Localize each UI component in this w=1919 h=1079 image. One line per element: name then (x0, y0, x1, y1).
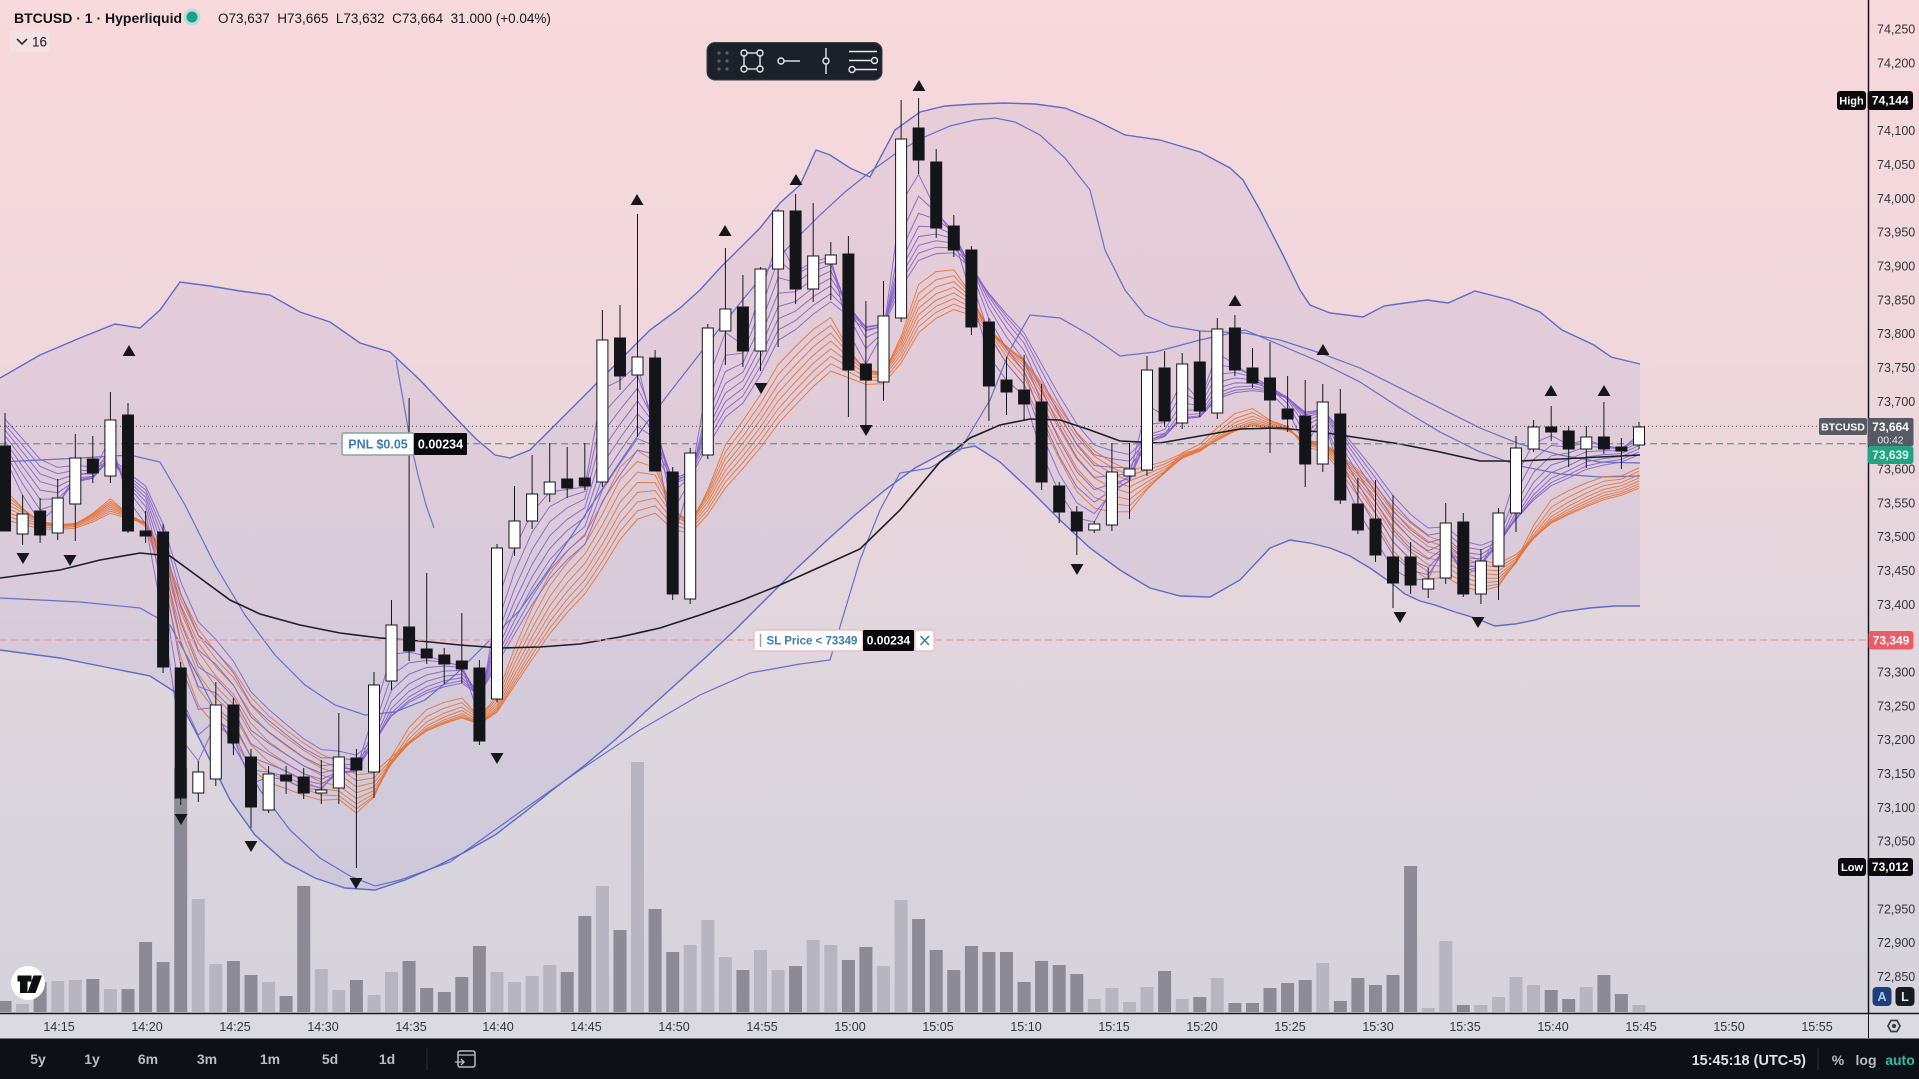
svg-text:15:15: 15:15 (1098, 1020, 1129, 1034)
svg-text:log: log (1856, 1052, 1877, 1068)
svg-text:15:35: 15:35 (1449, 1020, 1480, 1034)
svg-text:73,450: 73,450 (1877, 564, 1915, 578)
svg-text:%: % (1832, 1052, 1845, 1068)
svg-text:14:15: 14:15 (43, 1020, 74, 1034)
svg-text:6m: 6m (138, 1051, 158, 1067)
svg-text:15:05: 15:05 (922, 1020, 953, 1034)
svg-text:14:25: 14:25 (219, 1020, 250, 1034)
svg-text:1y: 1y (84, 1051, 100, 1067)
svg-text:Low: Low (1841, 862, 1863, 874)
svg-text:73,900: 73,900 (1877, 260, 1915, 274)
svg-text:A: A (1877, 990, 1886, 1004)
svg-text:00:42: 00:42 (1877, 435, 1903, 447)
svg-text:74,144: 74,144 (1872, 94, 1909, 108)
svg-text:73,200: 73,200 (1877, 733, 1915, 747)
svg-text:PNL $0.05: PNL $0.05 (348, 438, 408, 452)
svg-text:73,600: 73,600 (1877, 463, 1915, 477)
svg-text:74,050: 74,050 (1877, 158, 1915, 172)
svg-text:15:30: 15:30 (1362, 1020, 1393, 1034)
svg-text:72,850: 72,850 (1877, 970, 1915, 984)
svg-text:O73,637 H73,665 L73,632 C73: O73,637 H73,665 L73,632 C73,664 31.000 (… (218, 11, 551, 26)
svg-text:L: L (1901, 990, 1909, 1004)
svg-text:15:00: 15:00 (834, 1020, 865, 1034)
svg-text:72,950: 72,950 (1877, 902, 1915, 916)
svg-text:73,500: 73,500 (1877, 530, 1915, 544)
svg-text:73,349: 73,349 (1873, 633, 1910, 647)
svg-text:16: 16 (32, 35, 47, 50)
svg-text:73,250: 73,250 (1877, 699, 1915, 713)
svg-text:14:50: 14:50 (658, 1020, 689, 1034)
svg-text:73,100: 73,100 (1877, 801, 1915, 815)
svg-text:15:10: 15:10 (1010, 1020, 1041, 1034)
svg-text:74,100: 74,100 (1877, 124, 1915, 138)
svg-text:73,400: 73,400 (1877, 598, 1915, 612)
svg-text:73,300: 73,300 (1877, 666, 1915, 680)
svg-text:15:50: 15:50 (1713, 1020, 1744, 1034)
svg-text:14:55: 14:55 (746, 1020, 777, 1034)
svg-text:14:45: 14:45 (570, 1020, 601, 1034)
svg-text:72,900: 72,900 (1877, 936, 1915, 950)
svg-text:73,800: 73,800 (1877, 327, 1915, 341)
svg-text:74,000: 74,000 (1877, 192, 1915, 206)
svg-text:0.00234: 0.00234 (418, 438, 463, 452)
svg-text:73,850: 73,850 (1877, 293, 1915, 307)
svg-text:BTCUSD: BTCUSD (1821, 422, 1865, 434)
svg-text:73,750: 73,750 (1877, 361, 1915, 375)
svg-text:1m: 1m (260, 1051, 280, 1067)
svg-text:3m: 3m (197, 1051, 217, 1067)
svg-text:14:20: 14:20 (131, 1020, 162, 1034)
svg-text:73,639: 73,639 (1872, 448, 1909, 462)
svg-text:5d: 5d (322, 1051, 338, 1067)
svg-text:73,050: 73,050 (1877, 835, 1915, 849)
svg-text:High: High (1839, 96, 1864, 108)
svg-text:15:55: 15:55 (1801, 1020, 1832, 1034)
svg-text:73,012: 73,012 (1872, 860, 1909, 874)
svg-text:74,200: 74,200 (1877, 57, 1915, 71)
svg-text:5y: 5y (30, 1051, 46, 1067)
svg-text:14:30: 14:30 (307, 1020, 338, 1034)
svg-text:0.00234: 0.00234 (867, 634, 911, 648)
svg-text:73,664: 73,664 (1872, 420, 1909, 434)
svg-text:auto: auto (1885, 1052, 1915, 1068)
svg-text:1d: 1d (379, 1051, 395, 1067)
svg-text:15:25: 15:25 (1274, 1020, 1305, 1034)
svg-text:73,150: 73,150 (1877, 767, 1915, 781)
svg-text:73,950: 73,950 (1877, 226, 1915, 240)
svg-text:73,550: 73,550 (1877, 496, 1915, 510)
svg-text:73,700: 73,700 (1877, 395, 1915, 409)
svg-text:15:40: 15:40 (1537, 1020, 1568, 1034)
svg-text:14:35: 14:35 (395, 1020, 426, 1034)
svg-text:74,250: 74,250 (1877, 23, 1915, 37)
svg-text:SL Price < 73349: SL Price < 73349 (767, 636, 858, 648)
svg-text:BTCUSD · 1 · Hyperliquid: BTCUSD · 1 · Hyperliquid (14, 10, 182, 26)
svg-text:14:40: 14:40 (482, 1020, 513, 1034)
svg-text:15:20: 15:20 (1186, 1020, 1217, 1034)
svg-text:15:45:18 (UTC-5): 15:45:18 (UTC-5) (1692, 1053, 1807, 1069)
svg-text:15:45: 15:45 (1625, 1020, 1656, 1034)
